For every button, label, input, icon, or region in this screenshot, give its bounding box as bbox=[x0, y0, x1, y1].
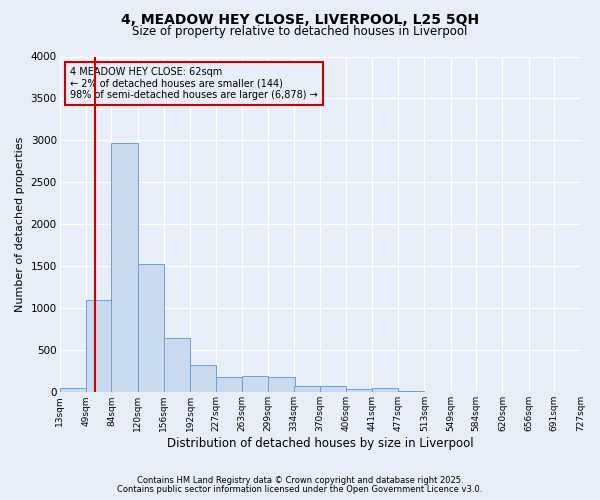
Bar bbox=[164, 338, 190, 392]
Text: Contains HM Land Registry data © Crown copyright and database right 2025.: Contains HM Land Registry data © Crown c… bbox=[137, 476, 463, 485]
Bar bbox=[137, 264, 164, 392]
X-axis label: Distribution of detached houses by size in Liverpool: Distribution of detached houses by size … bbox=[167, 437, 473, 450]
Bar bbox=[398, 390, 424, 392]
Bar bbox=[190, 364, 217, 392]
Text: 4, MEADOW HEY CLOSE, LIVERPOOL, L25 5QH: 4, MEADOW HEY CLOSE, LIVERPOOL, L25 5QH bbox=[121, 12, 479, 26]
Text: Contains public sector information licensed under the Open Government Licence v3: Contains public sector information licen… bbox=[118, 485, 482, 494]
Bar bbox=[216, 377, 242, 392]
Bar bbox=[59, 388, 86, 392]
Bar bbox=[112, 143, 137, 392]
Bar bbox=[86, 300, 112, 392]
Text: 4 MEADOW HEY CLOSE: 62sqm
← 2% of detached houses are smaller (144)
98% of semi-: 4 MEADOW HEY CLOSE: 62sqm ← 2% of detach… bbox=[70, 66, 318, 100]
Text: Size of property relative to detached houses in Liverpool: Size of property relative to detached ho… bbox=[133, 25, 467, 38]
Bar bbox=[294, 386, 320, 392]
Bar bbox=[372, 388, 398, 392]
Bar bbox=[320, 386, 346, 392]
Bar bbox=[268, 377, 295, 392]
Bar bbox=[242, 376, 268, 392]
Y-axis label: Number of detached properties: Number of detached properties bbox=[15, 136, 25, 312]
Bar bbox=[346, 390, 373, 392]
